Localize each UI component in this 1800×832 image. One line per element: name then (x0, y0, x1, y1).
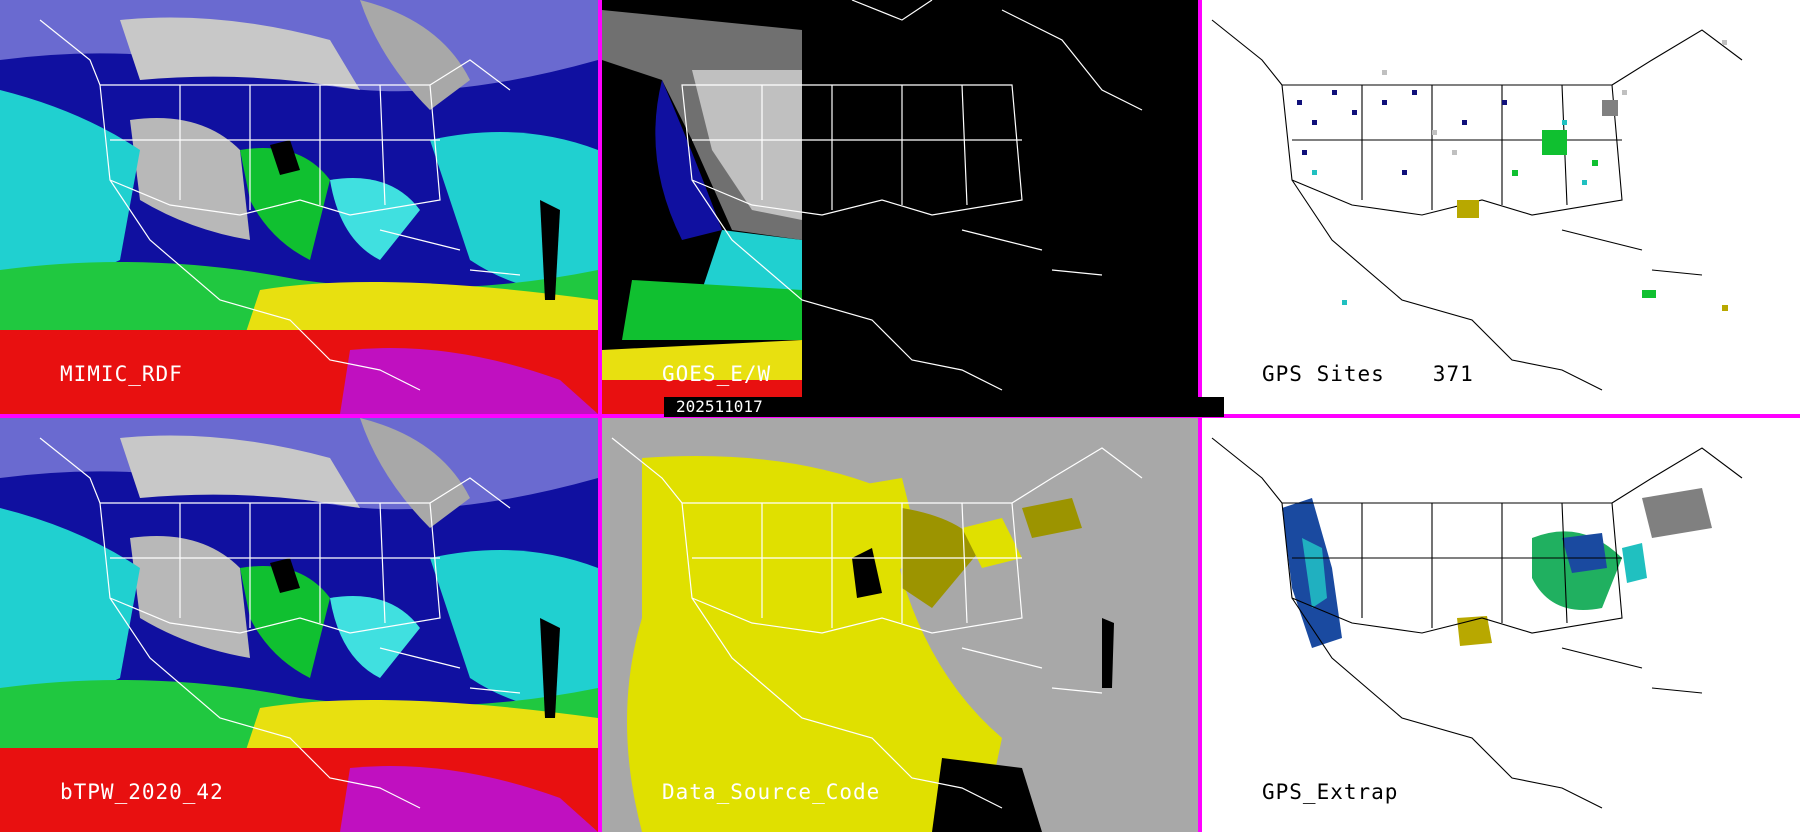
panel-gps-sites: GPS Sites 371 (1202, 0, 1800, 414)
panel-label: bTPW_2020_42 (60, 780, 224, 804)
tpw-map-mimic (0, 0, 598, 414)
tpw-map-goes (602, 0, 1198, 414)
panel-label: GPS Sites 371 (1262, 362, 1474, 386)
panel-label: GPS_Extrap (1262, 780, 1399, 804)
data-source-map (602, 418, 1198, 832)
panel-label: Data_Source_Code (662, 780, 881, 804)
panel-label: MIMIC_RDF (60, 362, 183, 386)
gps-site-count: 371 (1432, 362, 1474, 386)
panel-goes-ew: GOES_E/W (602, 0, 1198, 414)
tpw-map-btpw (0, 418, 598, 832)
gps-sites-map (1202, 0, 1800, 414)
date-stamp: 202511017 (664, 397, 1224, 417)
gps-extrap-map (1202, 418, 1800, 832)
gps-sites-label: GPS Sites (1262, 362, 1385, 386)
panel-data-source-code: Data_Source_Code (602, 418, 1198, 832)
panel-gps-extrap: GPS_Extrap (1202, 418, 1800, 832)
panel-btpw: bTPW_2020_42 (0, 418, 598, 832)
panel-label: GOES_E/W (662, 362, 772, 386)
panel-mimic-rdf: MIMIC_RDF (0, 0, 598, 414)
